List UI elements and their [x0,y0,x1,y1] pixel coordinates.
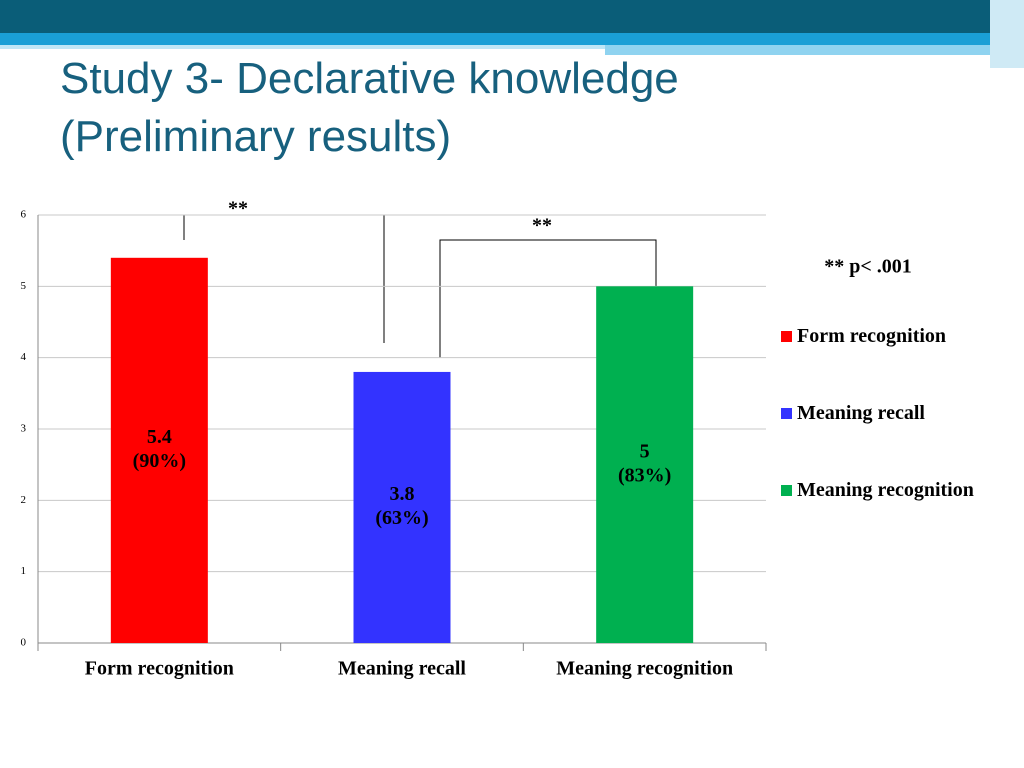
bar [353,371,451,643]
value-label: 5 [640,440,650,462]
bar [110,257,208,643]
value-label: 3.8 [390,483,415,505]
header-accent [605,45,1024,55]
y-tick-label: 6 [21,209,27,221]
legend-label: Meaning recall [797,402,925,424]
y-tick-label: 2 [21,494,27,506]
value-label: (83%) [618,464,671,486]
annotation: ** p< .001 [824,256,912,278]
slide-title: Study 3- Declarative knowledge (Prelimin… [60,54,679,161]
y-tick-label: 3 [21,423,27,435]
y-tick-label: 0 [21,637,27,649]
value-label: (90%) [133,450,186,472]
legend-entry: Meaning recognition [781,478,1012,503]
legend-swatch [781,408,792,419]
y-tick-label: 5 [21,280,27,292]
legend-label: Meaning recognition [797,479,974,501]
header-accent [0,45,605,49]
annotation: ** [532,215,552,237]
legend-entry: Form recognition [781,324,1012,349]
header-accent [990,0,1024,68]
x-tick-label: Meaning recognition [556,658,733,680]
y-tick-label: 4 [21,351,27,363]
value-label: (63%) [375,507,428,529]
x-tick-label: Form recognition [85,658,234,680]
legend-entry: Meaning recall [781,401,1012,426]
value-label: 5.4 [147,426,172,448]
y-tick-label: 1 [21,565,27,577]
annotation: ** [228,198,248,220]
legend-swatch [781,485,792,496]
legend-label: Form recognition [797,325,947,347]
header-stripe [0,33,1024,45]
legend-swatch [781,331,792,342]
bar [596,286,694,643]
header-band [0,0,1024,33]
x-tick-label: Meaning recall [338,658,466,680]
